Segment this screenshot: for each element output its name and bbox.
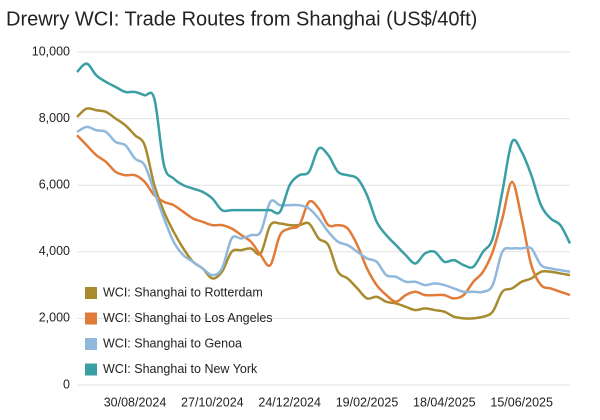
y-tick-label: 2,000 [39, 311, 70, 325]
x-tick-label: 19/02/2025 [336, 395, 399, 409]
legend-swatch [85, 338, 97, 350]
x-tick-label: 24/12/2024 [258, 395, 321, 409]
x-tick-label: 30/08/2024 [104, 395, 167, 409]
series-line [76, 125, 571, 294]
legend-label: WCI: Shanghai to New York [103, 362, 258, 376]
x-tick-label: 15/06/2025 [490, 395, 553, 409]
legend-swatch [85, 363, 97, 376]
x-tick-label: 27/10/2024 [181, 395, 244, 409]
legend-swatch [85, 312, 97, 325]
legend-swatch [85, 287, 97, 299]
y-tick-label: 4,000 [39, 244, 70, 258]
series-line [76, 62, 572, 269]
y-tick-label: 0 [63, 377, 70, 391]
legend-label: WCI: Shanghai to Los Angeles [103, 311, 273, 325]
legend-label: WCI: Shanghai to Rotterdam [103, 285, 263, 299]
x-tick-label: 18/04/2025 [413, 395, 476, 409]
legend-label: WCI: Shanghai to Genoa [103, 336, 242, 350]
y-tick-label: 6,000 [39, 177, 70, 191]
series-line [76, 134, 571, 303]
y-tick-label: 10,000 [32, 44, 70, 58]
chart-title: Drewry WCI: Trade Routes from Shanghai (… [6, 8, 477, 30]
y-tick-label: 8,000 [39, 111, 70, 125]
